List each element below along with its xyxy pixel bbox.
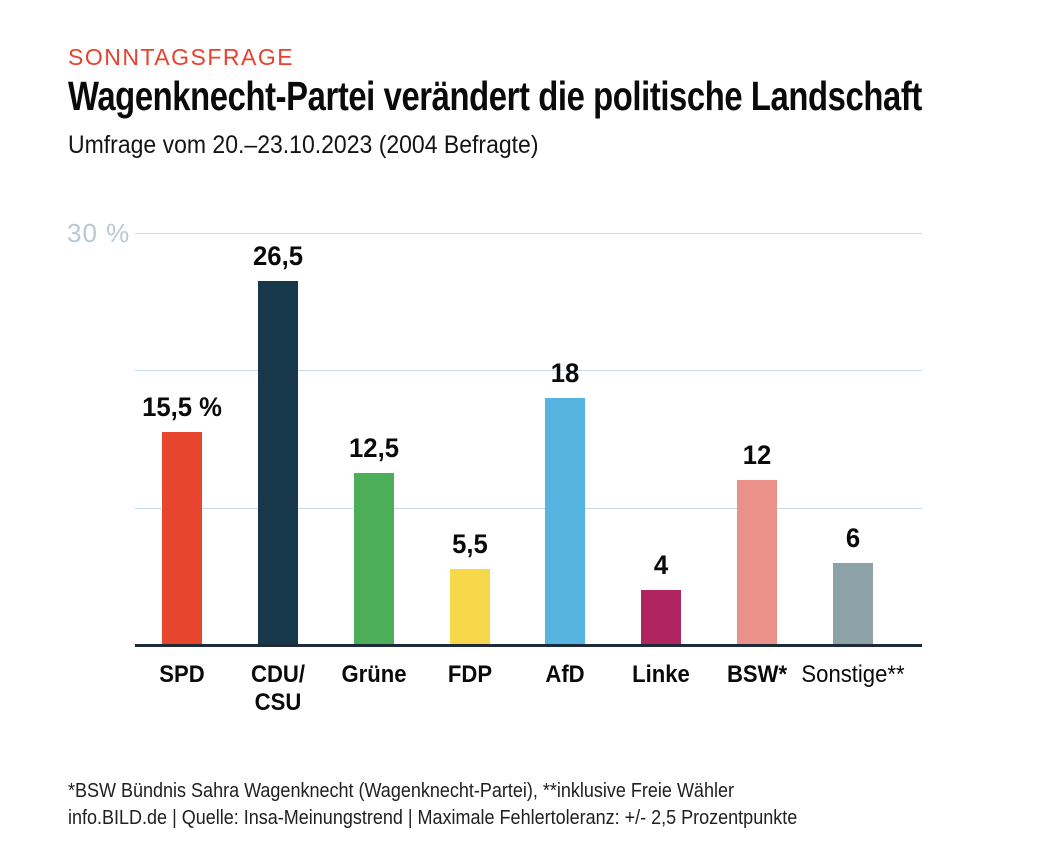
gridline-20 xyxy=(135,370,922,372)
value-label-spd: 15,5 % xyxy=(142,392,222,422)
value-label-linke: 4 xyxy=(654,550,669,580)
category-label-bsw: BSW* xyxy=(727,661,788,688)
bar-linke xyxy=(641,590,682,645)
category-label-spd: SPD xyxy=(159,661,205,688)
page-title: Wagenknecht-Partei verändert die politis… xyxy=(68,73,922,119)
bar-bsw xyxy=(737,480,778,645)
category-label-sonstige: Sonstige** xyxy=(801,661,905,688)
category-label-cdu-csu: CDU/ CSU xyxy=(250,661,305,716)
category-label-grüne: Grüne xyxy=(341,661,407,688)
value-label-bsw: 12 xyxy=(742,440,772,470)
bar-cdu-csu xyxy=(257,281,298,645)
value-label-cdu-csu: 26,5 xyxy=(252,241,303,271)
category-label-afd: AfD xyxy=(545,661,586,688)
subtitle: Umfrage vom 20.–23.10.2023 (2004 Befragt… xyxy=(68,131,539,159)
gridline-30 xyxy=(135,233,922,234)
footnote: *BSW Bündnis Sahra Wagenknecht (Wagenkne… xyxy=(68,780,734,802)
bar-fdp xyxy=(449,569,490,645)
value-label-grüne: 12,5 xyxy=(348,433,399,463)
source-line: info.BILD.de | Quelle: Insa-Meinungstren… xyxy=(68,807,798,829)
value-label-afd: 18 xyxy=(551,358,580,388)
bar-sonstige xyxy=(832,563,873,645)
value-label-fdp: 5,5 xyxy=(451,529,488,559)
value-label-sonstige: 6 xyxy=(845,523,861,553)
category-label-linke: Linke xyxy=(632,661,691,688)
bar-grüne xyxy=(353,473,394,645)
category-label-fdp: FDP xyxy=(447,661,492,688)
bar-spd xyxy=(162,432,202,645)
y-axis-max-label: 30 % xyxy=(67,218,131,248)
x-axis-line xyxy=(135,644,922,647)
gridline-10 xyxy=(135,507,922,509)
bar-afd xyxy=(545,398,586,645)
kicker: SONNTAGSFRAGE xyxy=(68,44,295,70)
